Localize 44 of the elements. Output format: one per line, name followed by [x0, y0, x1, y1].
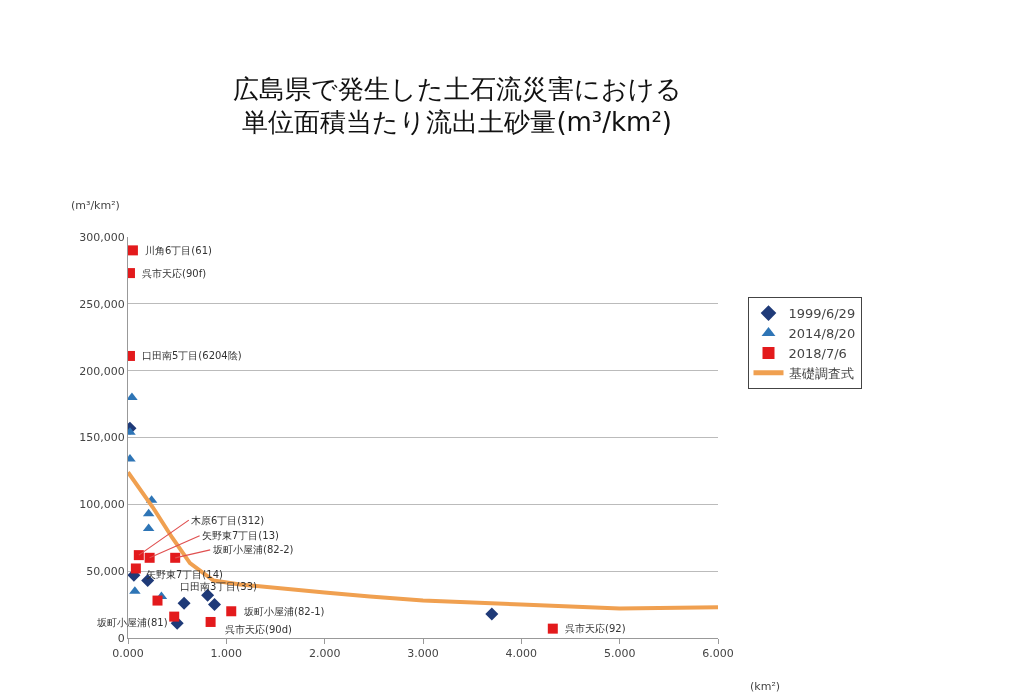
- legend-label: 基礎調査式: [788, 365, 854, 381]
- point: [152, 595, 163, 606]
- x-tick-label: 4.000: [505, 647, 538, 661]
- point: [144, 552, 155, 563]
- annotation: 呉市天応(92): [565, 623, 626, 634]
- x-tick-label: 2.000: [308, 647, 341, 661]
- annotation: 呉市天応(90d): [225, 624, 292, 635]
- x-tick-label: 5.000: [603, 647, 636, 661]
- x-tick-label: 1.000: [210, 647, 243, 661]
- y-axis-title: (m³/km²): [71, 199, 120, 212]
- point: [130, 563, 141, 574]
- annotation: 呉市天応(90f): [142, 268, 207, 279]
- chart-title: 広島県で発生した土石流災害における単位面積当たり流出土砂量(m³/km²): [232, 73, 682, 138]
- x-tick-label: 0.000: [112, 647, 144, 661]
- legend-label: 2018/7/6: [788, 345, 847, 361]
- annotation: 矢野東7丁目(13): [202, 530, 279, 541]
- legend-label: 2014/8/20: [788, 326, 856, 342]
- point: [205, 616, 216, 627]
- y-tick-label: 100,000: [79, 498, 125, 512]
- y-tick-label: 150,000: [79, 431, 125, 445]
- point: [226, 606, 237, 617]
- annotation: 口田南5丁目(6204陰): [142, 350, 242, 361]
- point: [177, 596, 191, 610]
- y-tick-label: 300,000: [79, 230, 125, 244]
- annotation: 坂町小屋浦(81): [96, 617, 168, 628]
- y-tick-label: 200,000: [79, 364, 125, 378]
- y-tick-label: 250,000: [79, 297, 125, 311]
- x-axis-title: (km²): [750, 680, 781, 693]
- annotation: 坂町小屋浦(82-2): [212, 544, 294, 555]
- y-tick-label: 0: [117, 631, 125, 645]
- legend-label: 1999/6/29: [788, 306, 856, 322]
- point: [485, 607, 499, 621]
- annotation: 木原6丁目(312): [191, 515, 265, 526]
- x-tick-label: 3.000: [407, 647, 439, 661]
- y-tick-label: 50,000: [86, 565, 125, 579]
- point: [170, 552, 181, 563]
- annotation: 坂町小屋浦(82-1): [243, 606, 325, 617]
- point: [128, 245, 138, 256]
- x-tick-label: 6.000: [702, 647, 734, 661]
- point: [169, 611, 180, 622]
- point: [133, 550, 144, 561]
- point: [547, 623, 558, 634]
- annotation: 川角6丁目(61): [145, 245, 212, 256]
- point: [208, 598, 222, 612]
